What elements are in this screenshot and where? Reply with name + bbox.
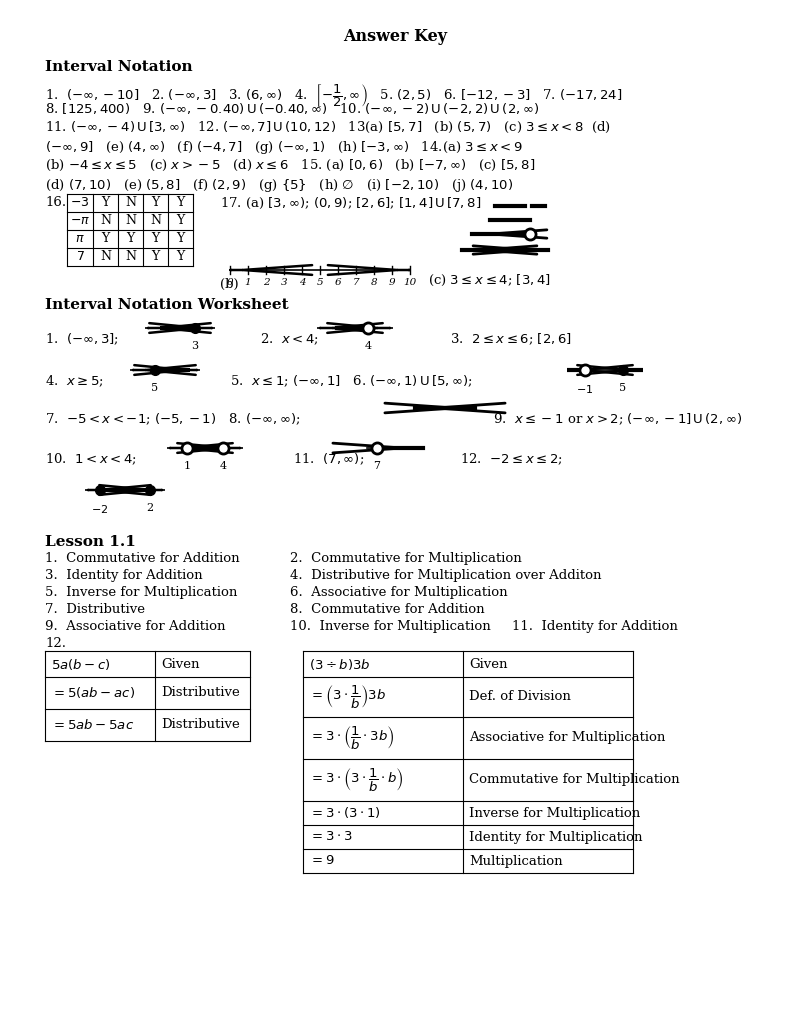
- Text: 3: 3: [281, 278, 287, 287]
- Text: Interval Notation: Interval Notation: [45, 60, 193, 74]
- Text: Given: Given: [161, 657, 199, 671]
- Text: N: N: [125, 251, 136, 263]
- Text: 9.  $x\leq -1$ or $x>2$; $(-\infty,-1]\,\mathrm{U}\,(2,\infty)$: 9. $x\leq -1$ or $x>2$; $(-\infty,-1]\,\…: [493, 412, 742, 427]
- Text: $= 5ab-5ac$: $= 5ab-5ac$: [51, 718, 134, 732]
- Text: Commutative for Multiplication: Commutative for Multiplication: [469, 773, 679, 786]
- Text: 4: 4: [299, 278, 305, 287]
- Text: 17. (a) $[3,\infty)$; $(0,9)$; $[2,6]$; $[1,4]\,\mathrm{U}\,[7,8]$: 17. (a) $[3,\infty)$; $(0,9)$; $[2,6]$; …: [220, 196, 481, 211]
- Text: 0: 0: [227, 278, 233, 287]
- Text: Distributive: Distributive: [161, 686, 240, 699]
- Text: 7.  Distributive: 7. Distributive: [45, 603, 145, 616]
- Text: $=\left(3\cdot\dfrac{1}{b}\right)3b$: $=\left(3\cdot\dfrac{1}{b}\right)3b$: [309, 683, 386, 711]
- Text: 5.  $x\leq 1$; $(-\infty,1]$   6. $(-\infty,1)\,\mathrm{U}\,[5,\infty)$;: 5. $x\leq 1$; $(-\infty,1]$ 6. $(-\infty…: [230, 374, 473, 389]
- Text: 2: 2: [263, 278, 269, 287]
- Text: Inverse for Multiplication: Inverse for Multiplication: [469, 807, 640, 819]
- Text: 4: 4: [219, 461, 226, 471]
- Text: 1.  $(-\infty,-10]$   2. $(-\infty,3]$   3. $(6,\infty)$   4.  $\left[-\dfrac{1}: 1. $(-\infty,-10]$ 2. $(-\infty,3]$ 3. $…: [45, 82, 623, 109]
- Text: 4: 4: [365, 341, 372, 351]
- Text: 5: 5: [619, 383, 626, 393]
- Text: Interval Notation Worksheet: Interval Notation Worksheet: [45, 298, 289, 312]
- Text: $-1$: $-1$: [577, 383, 593, 395]
- Text: Associative for Multiplication: Associative for Multiplication: [469, 731, 665, 744]
- Text: 2: 2: [146, 503, 153, 513]
- Text: Def. of Division: Def. of Division: [469, 690, 571, 703]
- Text: $-\pi$: $-\pi$: [70, 214, 90, 227]
- Text: 2.  Commutative for Multiplication: 2. Commutative for Multiplication: [290, 552, 522, 565]
- Text: Lesson 1.1: Lesson 1.1: [45, 535, 136, 549]
- Text: $(-\infty,9]$   (e) $(4,\infty)$   (f) $(-4,7]$   (g) $(-\infty,1)$   (h) $[-3,\: $(-\infty,9]$ (e) $(4,\infty)$ (f) $(-4,…: [45, 139, 523, 156]
- Text: $=3\cdot\left(\dfrac{1}{b}\cdot 3b\right)$: $=3\cdot\left(\dfrac{1}{b}\cdot 3b\right…: [309, 724, 395, 752]
- Text: 1: 1: [244, 278, 252, 287]
- Text: $-3$: $-3$: [70, 197, 89, 210]
- Text: 2.  $x<4$;: 2. $x<4$;: [260, 332, 319, 347]
- Text: Y: Y: [151, 232, 160, 246]
- Text: Y: Y: [127, 232, 134, 246]
- Text: Y: Y: [151, 251, 160, 263]
- Text: $=3\cdot(3\cdot 1)$: $=3\cdot(3\cdot 1)$: [309, 806, 380, 820]
- Text: 4.  Distributive for Multiplication over Additon: 4. Distributive for Multiplication over …: [290, 569, 601, 582]
- Text: 3.  Identity for Addition: 3. Identity for Addition: [45, 569, 202, 582]
- Text: Given: Given: [469, 657, 508, 671]
- Text: 12.: 12.: [45, 637, 66, 650]
- Text: 12.  $-2\leq x\leq 2$;: 12. $-2\leq x\leq 2$;: [460, 452, 563, 468]
- Text: 7.  $-5<x<-1$; $(-5,-1)$   8. $(-\infty,\infty)$;: 7. $-5<x<-1$; $(-5,-1)$ 8. $(-\infty,\in…: [45, 412, 301, 427]
- Text: (d) $(7,10)$   (e) $(5,8]$   (f) $(2,9)$   (g) $\{5\}$   (h) $\emptyset$   (i) $: (d) $(7,10)$ (e) $(5,8]$ (f) $(2,9)$ (g)…: [45, 177, 513, 194]
- Text: 4.  $x\geq 5$;: 4. $x\geq 5$;: [45, 374, 104, 389]
- Text: N: N: [100, 214, 111, 227]
- Text: 8.  Commutative for Addition: 8. Commutative for Addition: [290, 603, 485, 616]
- Text: 5: 5: [151, 383, 158, 393]
- Text: $\pi$: $\pi$: [75, 232, 85, 246]
- Text: 1.  $(-\infty,3]$;: 1. $(-\infty,3]$;: [45, 332, 119, 347]
- Text: N: N: [150, 214, 161, 227]
- Text: 11.  $(7,\infty)$;: 11. $(7,\infty)$;: [293, 452, 364, 468]
- Text: 7: 7: [353, 278, 359, 287]
- Text: 10.  $1<x<4$;: 10. $1<x<4$;: [45, 452, 137, 468]
- Text: $=3\cdot\left(3\cdot\dfrac{1}{b}\cdot b\right)$: $=3\cdot\left(3\cdot\dfrac{1}{b}\cdot b\…: [309, 766, 404, 794]
- Text: $= 5(ab-ac)$: $= 5(ab-ac)$: [51, 685, 135, 700]
- Text: 1.  Commutative for Addition: 1. Commutative for Addition: [45, 552, 240, 565]
- Text: Answer Key: Answer Key: [343, 28, 447, 45]
- Text: $5a(b-c)$: $5a(b-c)$: [51, 656, 111, 672]
- Text: 11. $(-\infty,-4)\,\mathrm{U}\,[3,\infty)$   12. $(-\infty,7]\,\mathrm{U}\,(10,1: 11. $(-\infty,-4)\,\mathrm{U}\,[3,\infty…: [45, 120, 611, 135]
- Text: $7$: $7$: [76, 251, 85, 263]
- Text: N: N: [125, 214, 136, 227]
- Text: (b): (b): [220, 278, 239, 291]
- Text: 9: 9: [388, 278, 396, 287]
- Text: Distributive: Distributive: [161, 719, 240, 731]
- Text: (c) $3\leq x\leq 4$; $[3,4]$: (c) $3\leq x\leq 4$; $[3,4]$: [428, 273, 551, 288]
- Text: 10: 10: [403, 278, 417, 287]
- Text: 6: 6: [335, 278, 341, 287]
- Text: Y: Y: [101, 197, 110, 210]
- Text: $(3\div b)3b$: $(3\div b)3b$: [309, 656, 371, 672]
- Text: N: N: [100, 251, 111, 263]
- Text: Y: Y: [176, 251, 184, 263]
- Text: 5: 5: [316, 278, 324, 287]
- Text: Y: Y: [151, 197, 160, 210]
- Text: $=9$: $=9$: [309, 854, 335, 867]
- Text: Y: Y: [176, 214, 184, 227]
- Text: 8. $[125,400)$   9. $(-\infty,-0.40)\,\mathrm{U}\,(-0.40,\infty)$   10. $(-\inft: 8. $[125,400)$ 9. $(-\infty,-0.40)\,\mat…: [45, 101, 539, 116]
- Text: 3.  $2\leq x\leq 6$; $[2,6]$: 3. $2\leq x\leq 6$; $[2,6]$: [450, 332, 572, 347]
- Text: Y: Y: [176, 232, 184, 246]
- Text: Y: Y: [176, 197, 184, 210]
- Text: 16.: 16.: [45, 196, 66, 209]
- Text: 1: 1: [184, 461, 191, 471]
- Text: Multiplication: Multiplication: [469, 854, 562, 867]
- Text: 5.  Inverse for Multiplication: 5. Inverse for Multiplication: [45, 586, 237, 599]
- Text: $-2$: $-2$: [91, 503, 108, 515]
- Text: $=3\cdot 3$: $=3\cdot 3$: [309, 830, 353, 844]
- Text: 6.  Associative for Multiplication: 6. Associative for Multiplication: [290, 586, 508, 599]
- Text: 9.  Associative for Addition: 9. Associative for Addition: [45, 620, 225, 633]
- Text: 3: 3: [191, 341, 199, 351]
- Text: N: N: [125, 197, 136, 210]
- Text: 7: 7: [373, 461, 380, 471]
- Text: (b) $-4\leq x\leq 5$   (c) $x>-5$   (d) $x\leq 6$   15. (a) $[0,6)$   (b) $[-7,\: (b) $-4\leq x\leq 5$ (c) $x>-5$ (d) $x\l…: [45, 158, 536, 173]
- Text: 10.  Inverse for Multiplication     11.  Identity for Addition: 10. Inverse for Multiplication 11. Ident…: [290, 620, 678, 633]
- Text: 8: 8: [371, 278, 377, 287]
- Text: Y: Y: [101, 232, 110, 246]
- Text: Identity for Multiplication: Identity for Multiplication: [469, 830, 642, 844]
